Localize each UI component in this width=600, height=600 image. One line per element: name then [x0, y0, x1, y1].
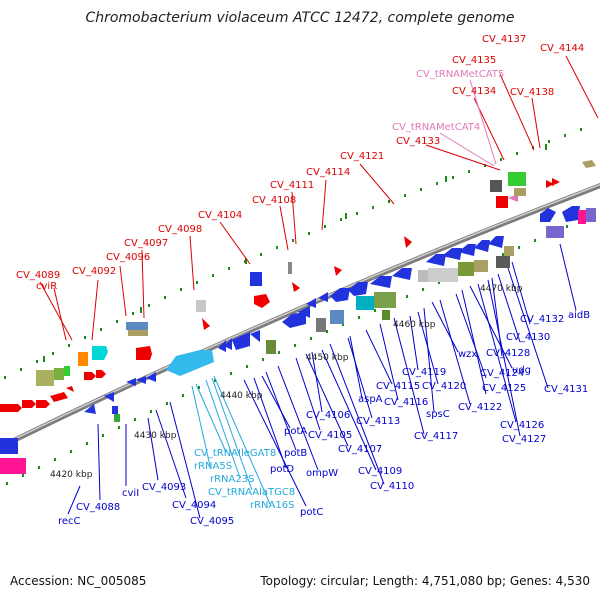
gene-label: CV_4089: [16, 270, 60, 281]
gene-label: potB: [284, 448, 307, 459]
gene-label: CV_4117: [414, 431, 458, 442]
gene-label: CV_4126: [500, 420, 544, 431]
accession-text: Accession: NC_005085: [10, 574, 147, 588]
gene-label: CV_4134: [452, 86, 496, 97]
map-title: Chromobacterium violaceum ATCC 12472, co…: [85, 10, 515, 26]
forward-features[interactable]: [0, 160, 596, 412]
gene-label: CV_4138: [510, 87, 554, 98]
gene-label: CV_4110: [370, 481, 414, 492]
gene-label: CV_4128: [486, 348, 530, 359]
forward-leader-lines: [39, 55, 599, 341]
outer-tick-ring: [4, 128, 582, 379]
gene-label: CV_4104: [198, 210, 242, 221]
gene-label: CV_4131: [544, 384, 588, 395]
gene-label: CV_4127: [502, 434, 546, 445]
genome-summary-text: Topology: circular; Length: 4,751,080 bp…: [260, 574, 590, 588]
tick-label: 4430 kbp: [134, 431, 177, 441]
gene-label: potC: [300, 507, 323, 518]
rna-leader-lines: [191, 375, 271, 505]
reverse-leader-lines: [67, 243, 577, 519]
gene-label: CV_4114: [306, 167, 350, 178]
forward-gene-labels[interactable]: CV_4089 cviR CV_4092 CV_4096 CV_4097 CV_…: [16, 34, 584, 292]
gene-label: CV_tRNAAlaTGC8: [208, 487, 295, 498]
trna-gene-labels[interactable]: CV_tRNAMetCAT5 CV_tRNAMetCAT4: [392, 69, 504, 133]
genome-backbone: [0, 182, 600, 450]
gene-label: CV_4121: [340, 151, 384, 162]
gene-label: CV_tRNAIleGAT8: [194, 448, 276, 459]
gene-label: CV_4097: [124, 238, 168, 249]
gene-label: CV_4124: [480, 368, 524, 379]
gene-label: CV_4119: [402, 367, 446, 378]
gene-label: CV_4098: [158, 224, 202, 235]
gene-label: potD: [270, 464, 294, 475]
gene-label: CV_4133: [396, 136, 440, 147]
gene-label: rRNA5S: [194, 461, 232, 472]
gene-label: CV_4116: [384, 397, 428, 408]
gene-label: CV_4113: [356, 416, 400, 427]
gene-label: CV_4115: [376, 381, 420, 392]
gene-label: aspA: [358, 394, 383, 405]
gene-label: wzx: [458, 349, 477, 360]
gene-label: CV_4094: [172, 500, 216, 511]
gene-label: CV_4093: [142, 482, 186, 493]
reverse-features[interactable]: [0, 206, 596, 474]
tick-label: 4420 kbp: [50, 470, 93, 480]
gene-label: CV_4109: [358, 466, 402, 477]
gene-label: CV_4135: [452, 55, 496, 66]
gene-label: CV_4096: [106, 252, 150, 263]
gene-label: CV_tRNAMetCAT4: [392, 122, 480, 133]
rna-gene-labels[interactable]: CV_tRNAIleGAT8 rRNA5S rRNA23S CV_tRNAAla…: [194, 448, 295, 511]
gene-label: CV_4120: [422, 381, 466, 392]
tick-label: 4460 kbp: [393, 320, 436, 330]
gene-label: CV_4107: [338, 444, 382, 455]
gene-label: cviI: [122, 488, 139, 499]
gene-label: CV_4125: [482, 383, 526, 394]
gene-label: potA: [284, 426, 307, 437]
gene-label: CV_4137: [482, 34, 526, 45]
tick-labels: 4420 kbp 4430 kbp 4440 kbp 4450 kbp 4460…: [50, 284, 523, 480]
gene-label: CV_4105: [308, 430, 352, 441]
gene-label: CV_4130: [506, 332, 550, 343]
gene-label: CV_4111: [270, 180, 314, 191]
gene-label: CV_tRNAMetCAT5: [416, 69, 504, 80]
gene-label: ompW: [306, 468, 338, 479]
gene-label: CV_4108: [252, 195, 296, 206]
gene-label: CV_4122: [458, 402, 502, 413]
gene-label: CV_4095: [190, 516, 234, 527]
gene-label: CV_4106: [306, 410, 350, 421]
gene-label: CV_4088: [76, 502, 120, 513]
trna-leader-lines: [439, 79, 497, 167]
gene-label: recC: [58, 516, 81, 527]
gene-label: CV_4144: [540, 43, 584, 54]
gene-label: CV_4132: [520, 314, 564, 325]
tick-label: 4450 kbp: [306, 353, 349, 363]
gene-label: aidB: [568, 310, 590, 321]
gene-label: spsC: [426, 409, 450, 420]
gene-label: rRNA16S: [250, 500, 294, 511]
reverse-gene-labels[interactable]: recC CV_4088 cviI CV_4093 CV_4094 CV_409…: [58, 310, 590, 527]
tick-label: 4440 kbp: [220, 391, 263, 401]
gene-label: rRNA23S: [210, 474, 254, 485]
gene-label: udg: [512, 365, 531, 376]
gene-label: CV_4092: [72, 266, 116, 277]
gene-label: cviR: [36, 281, 57, 292]
tick-label: 4470 kbp: [480, 284, 523, 294]
